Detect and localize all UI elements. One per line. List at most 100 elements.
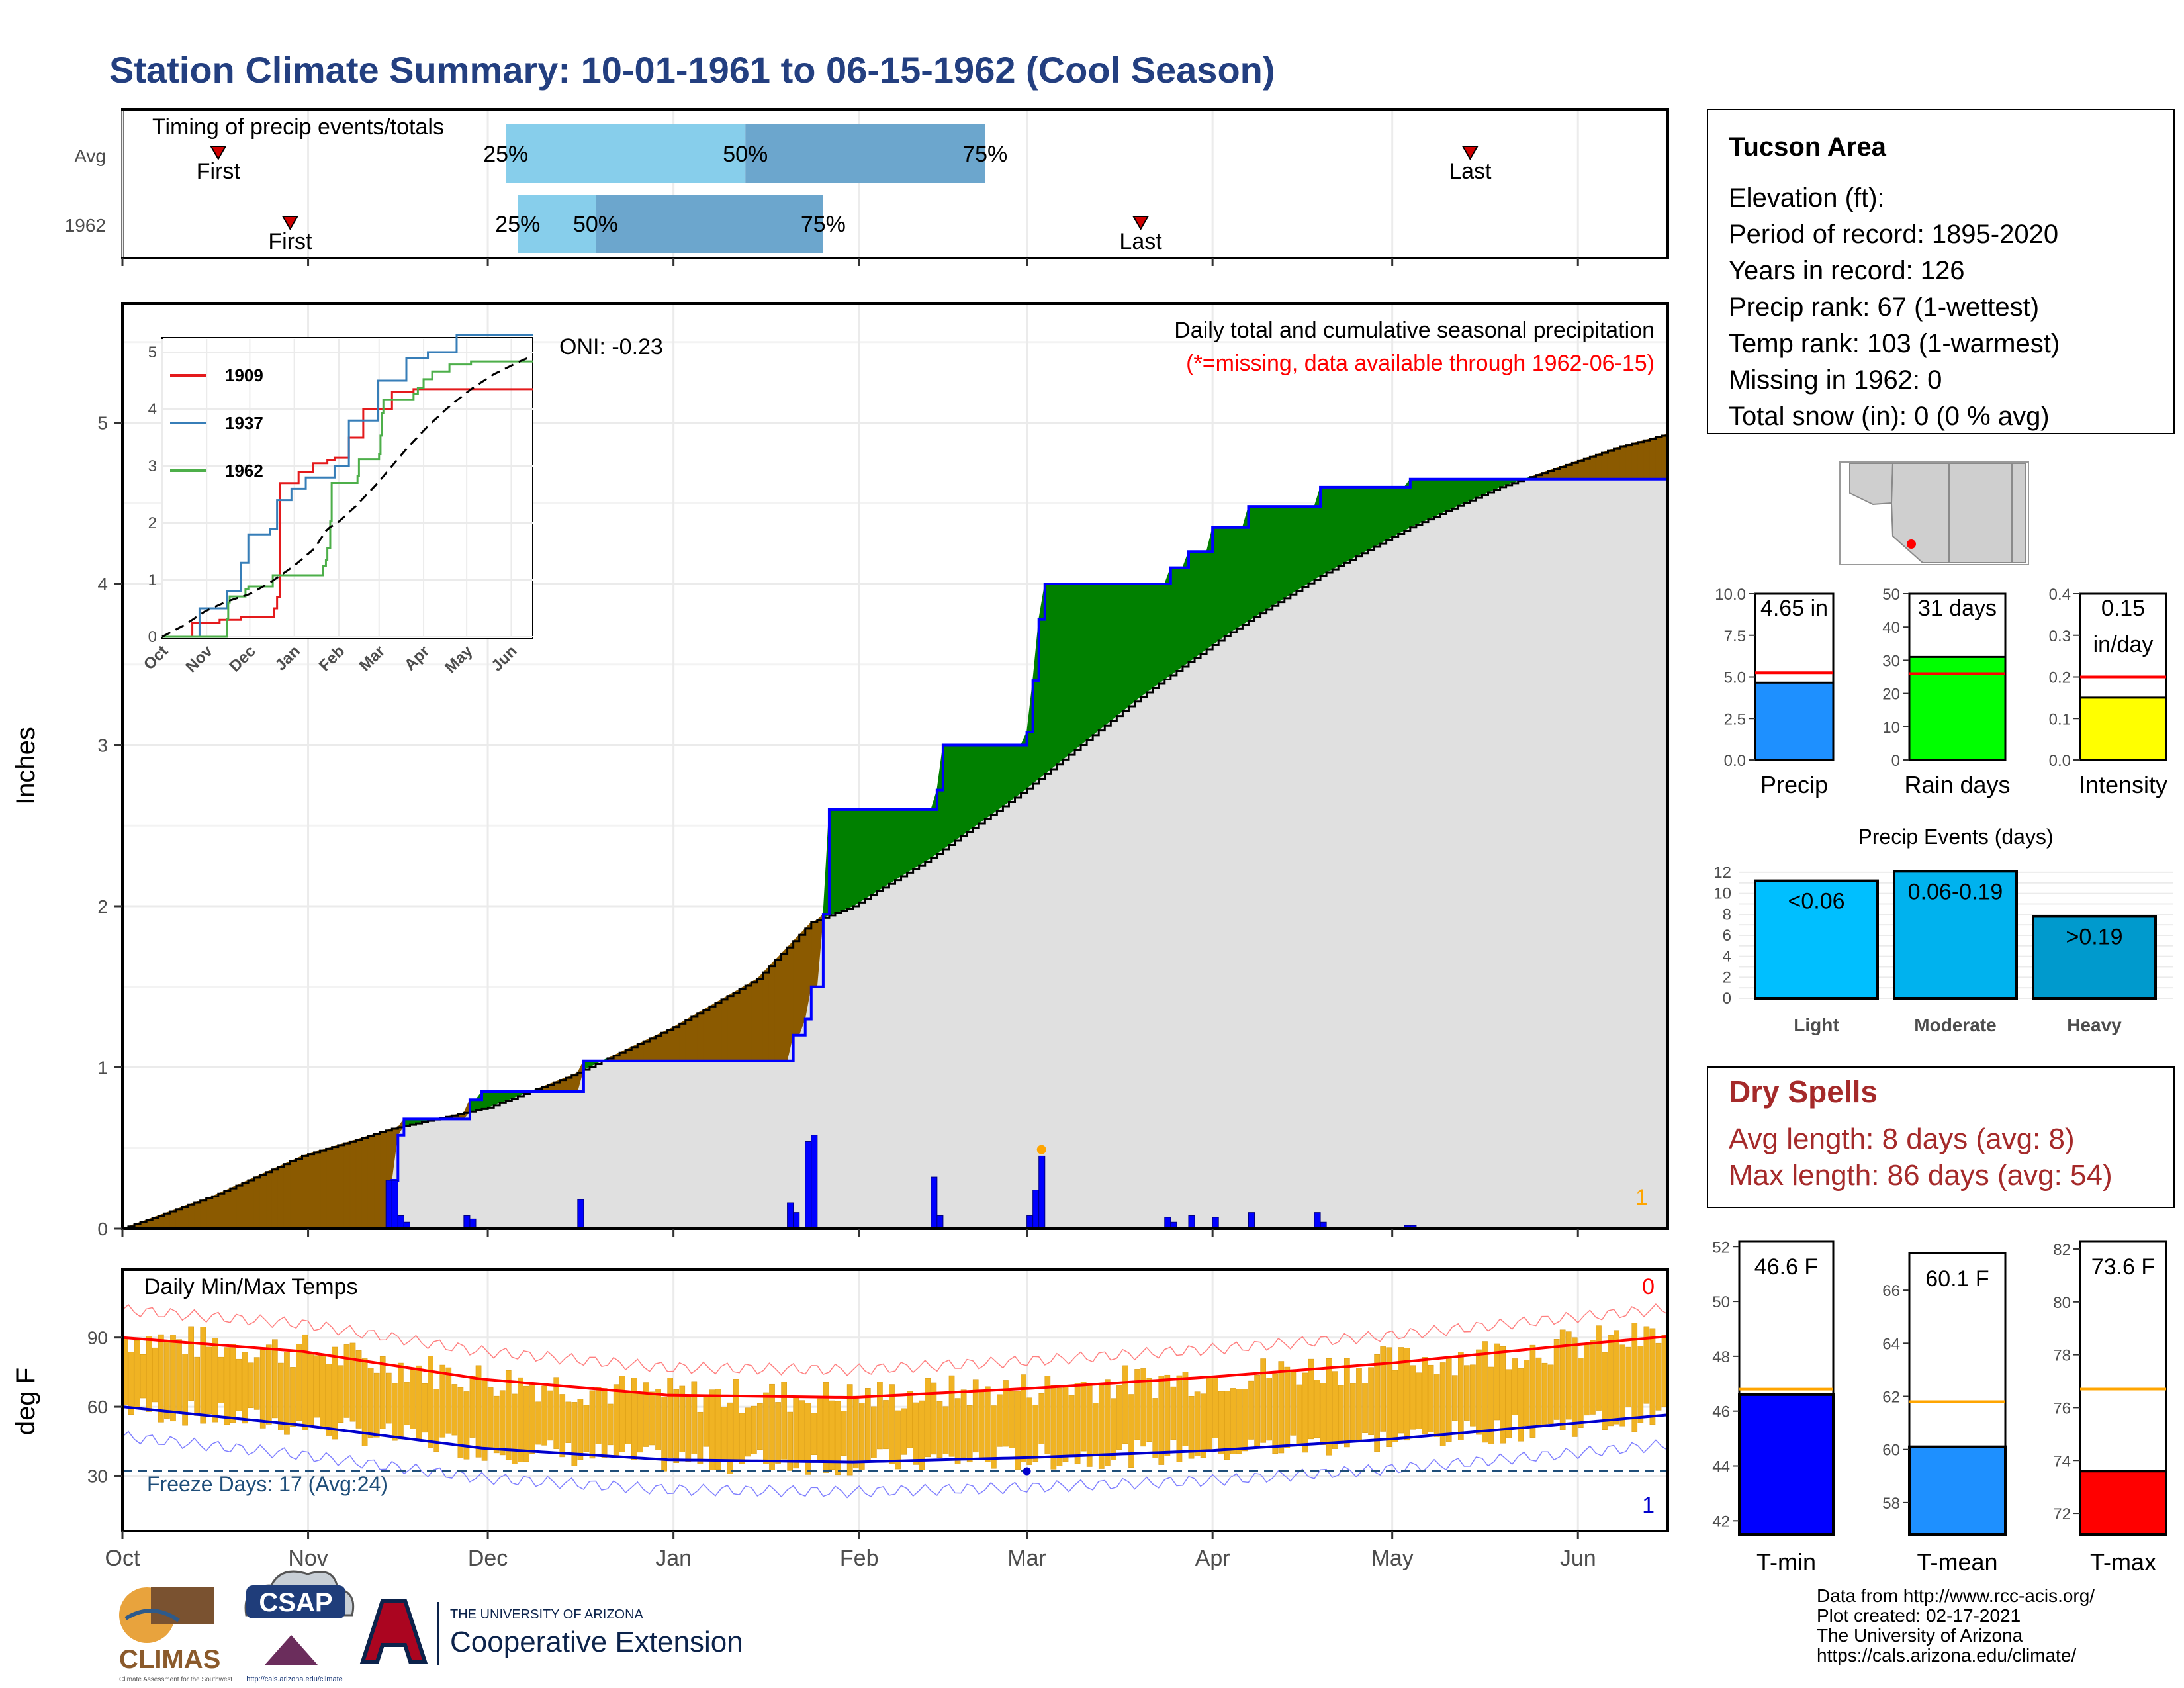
precip-events-range: <0.06 [1788,889,1844,914]
daily-temp-bar [936,1401,943,1458]
temp-plot [122,1303,1668,1499]
record-min-line [122,1430,1668,1499]
precip-diff-area [1445,479,1453,512]
daily-temp-bar [1284,1366,1291,1448]
precip-diff-area [236,1182,243,1229]
month-label: Nov [288,1546,328,1571]
ua-logo: THE UNIVERSITY OF ARIZONA Cooperative Ex… [359,1599,743,1665]
precip-diff-area [913,809,920,870]
daily-temp-bar [811,1413,817,1455]
precip-diff-area [1230,527,1237,633]
precip-plot [122,433,1669,1230]
daily-temp-bar [1272,1373,1279,1454]
daily-temp-bar [1320,1383,1326,1445]
avg-max-temp-line [122,1335,1668,1399]
temp-count-bottom: 1 [1642,1493,1655,1518]
dry-spells-title: Dry Spells [1729,1074,1878,1109]
precip-diff-area [253,1174,261,1229]
temp-bar-label: T-mean [1917,1548,1997,1575]
precip-diff-area [1015,745,1022,799]
precip-diff-area [1056,583,1064,765]
timing-pct-label: 75% [801,212,846,237]
daily-temp-bar [1080,1382,1087,1452]
precip-diff-area [277,1163,285,1229]
daily-temp-bar [1326,1358,1332,1456]
daily-temp-bar [1344,1358,1350,1448]
daily-temp-bar [709,1389,715,1470]
precip-events-bar-light [1754,879,1879,1000]
precip-diff-area [733,988,740,1062]
daily-temp-bar [919,1400,925,1470]
precip-events-tick-label: 6 [1723,927,1731,945]
precip-diff-area [230,1185,237,1229]
daily-temp-bar [158,1334,164,1423]
daily-temp-bar [619,1376,625,1452]
precip-events-tick-label: 8 [1723,906,1731,923]
temp-frame [121,1268,1669,1532]
daily-temp-bar [541,1385,547,1446]
precip-diff-area [1146,583,1154,693]
max-precip-marker [1036,1145,1046,1154]
daily-temp-bar [1422,1357,1428,1434]
daily-temp-bar [253,1357,260,1410]
daily-temp-bar [1482,1341,1488,1443]
precip-diff-area [1439,479,1447,515]
daily-temp-bar [1559,1329,1566,1430]
precip-y-tick-label: 4 [97,574,108,594]
daily-temp-bar [439,1364,446,1438]
daily-temp-bar [1111,1398,1116,1460]
precip-diff-area [1080,583,1087,746]
precip-events-tick-label: 10 [1713,885,1731,903]
daily-temp-bar [398,1362,404,1440]
temp-bar-tick-label: 76 [2053,1399,2071,1417]
daily-temp-bar [637,1392,643,1453]
summary-tick-label: 0.1 [2049,710,2071,728]
temp-y-tick-label: 90 [87,1328,108,1348]
map-region-ca [1849,463,1894,506]
precip-diff-area [882,809,889,888]
daily-temp-bar [1003,1380,1009,1447]
daily-temp-bar [589,1390,596,1459]
daily-temp-bar [134,1340,140,1408]
precip-diff-area [841,809,848,912]
daily-temp-bar [1541,1362,1548,1427]
daily-temp-bar [997,1394,1003,1447]
daily-temp-bar [1068,1395,1075,1456]
daily-temp-bar [302,1334,308,1430]
daily-temp-bar [1021,1374,1026,1462]
temp-bar-tick-label: 80 [2053,1294,2071,1312]
daily-temp-bar [643,1382,649,1447]
temp-y-tick-label: 30 [87,1466,108,1486]
daily-temp-bar [948,1375,955,1457]
daily-temp-bar [1122,1365,1128,1444]
daily-temp-bar [1625,1346,1632,1407]
daily-temp-bar [1386,1347,1392,1447]
daily-temp-bar [1661,1335,1668,1407]
climas-emblem-arc [124,1609,180,1622]
precip-diff-area [1092,583,1099,736]
temp-count-top: 0 [1642,1274,1655,1299]
daily-temp-bar [355,1350,362,1429]
climas-wordmark: CLIMAS [119,1645,220,1674]
timing-pct-label: 25% [483,142,528,167]
daily-temp-bar [1248,1380,1254,1440]
precip-diff-area [751,978,758,1062]
daily-temp-bar [1170,1386,1177,1440]
daily-temp-bar [1038,1393,1045,1444]
timing-pct-label: 50% [723,142,768,167]
precip-diff-area [1272,506,1279,607]
daily-temp-bar [1416,1372,1422,1429]
precip-diff-area [320,1148,327,1229]
daily-temp-bar [1332,1371,1338,1449]
daily-temp-bar [697,1411,704,1464]
inset-series-1962 [162,360,533,638]
daily-temp-bar [1164,1374,1171,1456]
precip-events-bar-heavy [2032,915,2157,1000]
precip-diff-area [1338,487,1345,567]
daily-precip-bar [1164,1217,1171,1229]
daily-temp-bar [1296,1384,1302,1446]
precip-diff-area [1631,442,1639,480]
daily-temp-bar [978,1389,985,1458]
inset-series-1937 [162,334,533,638]
precip-diff-area [1332,487,1339,570]
